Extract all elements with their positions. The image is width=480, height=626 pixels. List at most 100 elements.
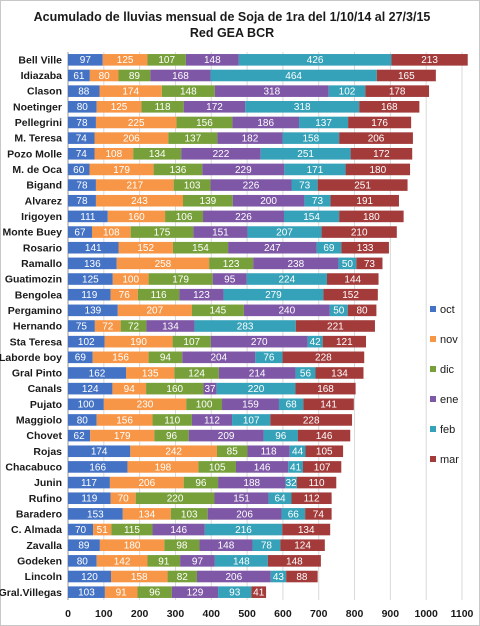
bar-segment-ene	[218, 367, 296, 379]
bar-segment-feb	[278, 398, 304, 411]
bar-segment-nov	[90, 429, 155, 442]
bar-segment-feb	[210, 69, 377, 82]
data-label-mar: 168	[381, 102, 398, 113]
data-label-feb: 171	[307, 165, 324, 176]
data-label-mar: 172	[373, 149, 390, 160]
data-label-nov: 51	[97, 525, 109, 536]
bar-segment-feb	[338, 257, 357, 270]
category-label: Pellegrini	[15, 117, 62, 129]
data-label-nov: 243	[131, 196, 148, 207]
x-tick-label: 300	[167, 608, 185, 620]
data-label-ene: 118	[261, 447, 277, 458]
category-label: Clason	[27, 86, 62, 98]
bar-segment-oct	[68, 382, 113, 395]
data-label-feb: 73	[312, 196, 324, 207]
data-label-ene: 97	[192, 556, 204, 567]
bar-segment-feb	[295, 367, 316, 379]
data-label-oct: 67	[74, 227, 86, 238]
data-label-ene: 168	[172, 71, 189, 82]
bar-segment-oct	[68, 54, 103, 66]
bar-segment-dic	[186, 398, 223, 411]
data-label-nov: 198	[155, 462, 172, 473]
data-label-nov: 160	[128, 212, 145, 223]
x-tick-label: 700	[310, 608, 328, 620]
x-axis-tick-labels: 0 100 200 300 400 500 600 700 800 900 1000 1100	[65, 608, 473, 620]
data-label-ene: 148	[204, 55, 221, 66]
data-label-nov: 80	[99, 71, 111, 82]
data-label-dic: 148	[180, 87, 197, 98]
data-label-oct: 62	[74, 431, 86, 442]
data-label-dic: 107	[158, 55, 175, 66]
bar-segment-oct	[68, 586, 105, 598]
bar-segment-mar	[297, 429, 351, 442]
bar-segment-nov	[89, 69, 119, 82]
bar-segment-dic	[148, 351, 183, 364]
bar-segment-mar	[339, 132, 413, 144]
bar-segment-oct	[68, 163, 90, 176]
bar-segment-dic	[209, 257, 254, 270]
data-label-nov: 156	[112, 353, 129, 364]
data-label-dic: 118	[155, 102, 171, 113]
bar-segment-oct	[68, 101, 97, 113]
x-tick-label: 600	[274, 608, 292, 620]
data-label-mar: 180	[363, 212, 380, 223]
bar-segment-feb	[218, 586, 252, 598]
bar-segment-mar	[251, 586, 267, 598]
category-label: Bengolea	[15, 289, 62, 301]
data-label-dic: 72	[128, 321, 140, 332]
data-label-feb: 318	[294, 102, 311, 113]
bar-segment-mar	[286, 570, 318, 583]
data-label-feb: 207	[276, 227, 293, 238]
data-label-nov: 217	[126, 180, 143, 191]
data-label-oct: 124	[82, 384, 99, 395]
bar-segment-mar	[267, 555, 321, 567]
data-label-feb: 73	[299, 180, 311, 191]
category-label: Guatimozin	[5, 274, 62, 286]
bar-segment-feb	[238, 54, 392, 66]
bar-segment-ene	[199, 539, 253, 551]
bar-segment-oct	[68, 335, 105, 348]
data-label-feb: 56	[300, 368, 312, 379]
data-label-nov: 156	[116, 415, 133, 426]
data-label-mar: 41	[253, 588, 265, 599]
data-label-oct: 141	[85, 243, 102, 254]
bar-segment-ene	[146, 320, 195, 332]
legend: oct nov dic ene feb mar	[430, 304, 459, 466]
bar-segment-oct	[68, 367, 127, 379]
data-label-mar: 210	[351, 227, 368, 238]
data-label-nov: 76	[119, 290, 131, 301]
category-label: Bigand	[26, 180, 62, 192]
bar-segment-feb	[260, 147, 351, 160]
bar-segment-nov	[127, 461, 199, 473]
data-label-dic: 136	[170, 165, 187, 176]
bar-segment-oct	[68, 320, 95, 332]
data-label-oct: 166	[89, 462, 106, 473]
data-label-oct: 119	[81, 494, 97, 505]
bar-segment-ene	[207, 508, 282, 520]
data-label-mar: 168	[317, 384, 334, 395]
bar-segment-feb	[268, 492, 292, 505]
data-label-mar: 107	[314, 462, 331, 473]
data-label-mar: 228	[303, 415, 320, 426]
data-label-feb: 283	[237, 321, 254, 332]
chart-title: Acumulado de lluvias mensual de Soja de …	[34, 10, 431, 24]
data-label-mar: 178	[389, 87, 406, 98]
data-label-dic: 85	[227, 447, 239, 458]
bar-segment-dic	[111, 523, 153, 536]
bar-segment-mar	[302, 461, 342, 473]
bar-segment-dic	[161, 85, 215, 97]
data-label-feb: 69	[323, 243, 335, 254]
data-label-oct: 78	[76, 180, 88, 191]
bar-segment-feb	[329, 304, 348, 317]
data-label-nov: 230	[137, 400, 154, 411]
bar-segment-nov	[104, 586, 138, 598]
x-tick-label: 900	[382, 608, 400, 620]
category-labels: Bell Ville Idiazaba Clason Noetinger Pellegr…	[0, 54, 62, 598]
bar-segment-ene	[235, 461, 289, 473]
category-label: Junin	[34, 477, 62, 489]
data-label-dic: 116	[151, 290, 167, 301]
bar-segment-dic	[191, 304, 244, 317]
bar-segment-oct	[68, 445, 131, 458]
bar-segment-ene	[202, 163, 285, 176]
data-label-nov: 258	[155, 259, 172, 270]
